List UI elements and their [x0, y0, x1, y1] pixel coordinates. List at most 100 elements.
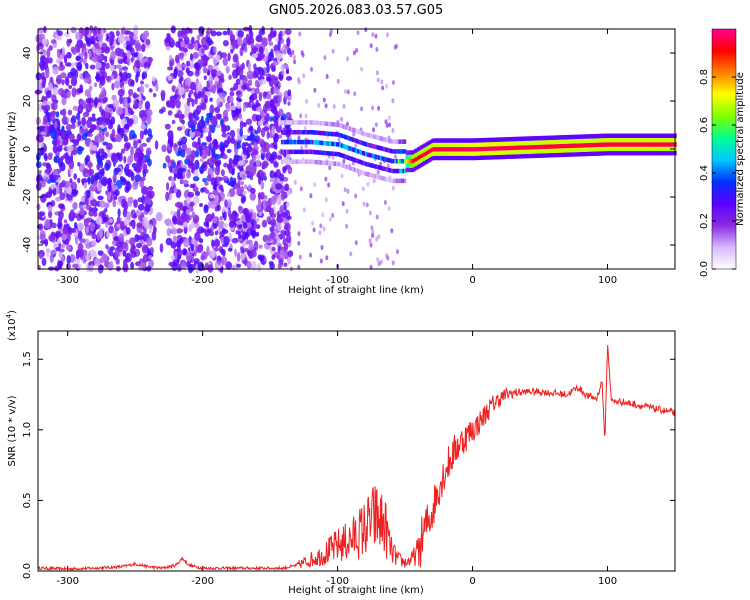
heatmap-cell — [637, 142, 640, 147]
heatmap-cell — [543, 153, 546, 158]
heatmap-cell — [404, 168, 407, 174]
heatmap-cell — [643, 133, 646, 138]
heatmap-cell — [609, 142, 612, 147]
heatmap-cell — [306, 120, 309, 125]
heatmap-cell — [531, 149, 535, 154]
heatmap-cell — [261, 160, 269, 169]
heatmap-cell — [212, 185, 217, 191]
heatmap-cell — [611, 146, 614, 152]
heatmap-cell — [52, 174, 59, 181]
heatmap-cell — [145, 147, 152, 156]
heatmap-x-tick-label: -300 — [56, 275, 79, 286]
heatmap-cell — [509, 145, 512, 151]
heatmap-cell — [621, 146, 624, 152]
heatmap-cell — [101, 253, 108, 263]
heatmap-cell — [358, 149, 361, 155]
heatmap-cell — [410, 154, 413, 160]
heatmap-cell — [271, 218, 276, 229]
heatmap-cell — [625, 133, 629, 138]
heatmap-cell — [40, 63, 45, 71]
heatmap-cell — [394, 168, 397, 174]
heatmap-cell — [340, 123, 343, 129]
heatmap-cell — [441, 138, 444, 143]
heatmap-cell — [38, 170, 42, 175]
heatmap-cell — [340, 163, 343, 168]
heatmap-cell — [278, 108, 284, 117]
heatmap-cell — [217, 220, 225, 230]
heatmap-cell — [289, 120, 292, 125]
heatmap-cell — [136, 222, 143, 229]
heatmap-cell — [214, 230, 219, 236]
heatmap-cell — [540, 153, 543, 158]
heatmap-cell — [502, 154, 505, 160]
heatmap-cell — [491, 137, 494, 143]
heatmap-cell — [254, 79, 260, 88]
heatmap-cell — [241, 214, 246, 222]
heatmap-cell — [178, 77, 182, 85]
heatmap-cell — [57, 238, 61, 244]
heatmap-cell — [292, 149, 295, 155]
heatmap-cell — [196, 43, 202, 49]
heatmap-cell — [389, 148, 392, 154]
heatmap-cell — [361, 160, 365, 166]
heatmap-cell — [185, 251, 192, 262]
heatmap-cell — [270, 48, 274, 57]
heatmap-cell — [528, 136, 531, 141]
heatmap-cell — [480, 151, 483, 156]
heatmap-cell — [402, 178, 405, 184]
heatmap-cell — [434, 155, 437, 161]
heatmap-cell — [85, 102, 93, 113]
heatmap-cell — [340, 143, 343, 148]
heatmap-cell — [117, 58, 124, 65]
heatmap-cell — [130, 146, 135, 156]
heatmap-cell — [507, 150, 510, 155]
heatmap-cell — [312, 227, 316, 233]
heatmap-cell — [446, 147, 449, 152]
heatmap-cell — [226, 192, 231, 197]
heatmap-cell — [181, 136, 188, 145]
heatmap-cell — [264, 195, 268, 200]
heatmap-cell — [585, 134, 588, 139]
heatmap-cell — [208, 124, 213, 132]
heatmap-cell — [627, 133, 630, 138]
heatmap-cell — [390, 228, 394, 234]
heatmap-cell — [148, 255, 152, 260]
heatmap-cell — [497, 146, 501, 151]
heatmap-cell — [262, 171, 267, 180]
heatmap-cell — [255, 159, 261, 167]
heatmap-cell — [260, 191, 265, 200]
heatmap-cell — [170, 222, 175, 231]
heatmap-cell — [51, 103, 56, 110]
heatmap-cell — [112, 173, 117, 183]
heatmap-cell — [659, 133, 663, 138]
heatmap-cell — [386, 157, 389, 163]
heatmap-cell — [334, 141, 337, 147]
heatmap-cell — [635, 142, 638, 147]
line-x-tick-label: -100 — [326, 576, 349, 587]
heatmap-cell — [373, 134, 376, 139]
heatmap-cell — [282, 159, 285, 164]
heatmap-cell — [52, 86, 59, 96]
heatmap-cell — [630, 137, 633, 143]
heatmap-cell — [425, 146, 428, 152]
heatmap-cell — [439, 155, 442, 161]
heatmap-cell — [287, 252, 293, 258]
heatmap-cell — [370, 172, 373, 178]
heatmap-cell — [302, 159, 305, 164]
heatmap-cell — [470, 147, 473, 152]
heatmap-cell — [241, 173, 247, 180]
heatmap-cell — [141, 115, 147, 122]
heatmap-cell — [61, 139, 69, 146]
heatmap-cell — [329, 131, 332, 137]
heatmap-cell — [421, 148, 424, 154]
heatmap-cell — [520, 140, 523, 146]
heatmap-cell — [387, 167, 390, 173]
heatmap-cell — [327, 151, 331, 156]
heatmap-cell — [656, 142, 659, 147]
heatmap-cell — [327, 141, 331, 146]
heatmap-cell — [85, 204, 92, 211]
heatmap-cell — [360, 66, 364, 72]
heatmap-cell — [114, 133, 122, 143]
heatmap-cell — [220, 248, 224, 256]
heatmap-cell — [155, 83, 159, 92]
